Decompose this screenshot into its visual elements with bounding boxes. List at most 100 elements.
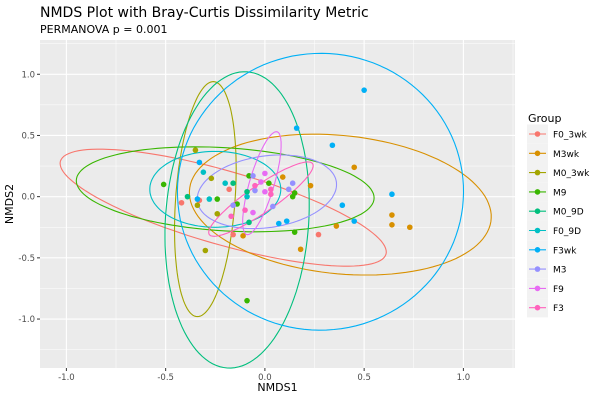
point-M3 xyxy=(270,203,276,210)
chart-title: NMDS Plot with Bray-Curtis Dissimilarity… xyxy=(40,5,369,21)
legend-label: M0_9D xyxy=(553,208,584,218)
chart-subtitle: PERMANOVA p = 0.001 xyxy=(40,23,167,36)
point-M0_3wk xyxy=(214,210,221,217)
point-F0_9D xyxy=(200,169,207,175)
point-M3 xyxy=(230,202,236,209)
point-M3wk xyxy=(307,182,314,189)
y-axis: 1.0 0.5 0.0 -0.5 -1.0 xyxy=(18,70,40,325)
point-M3wk xyxy=(389,222,395,228)
point-F3wk xyxy=(196,159,203,166)
point-F0_9D xyxy=(206,196,213,202)
point-M0_9D xyxy=(184,193,191,200)
point-F3wk xyxy=(339,202,346,209)
ellipse-F9 xyxy=(242,131,282,236)
points xyxy=(160,87,413,304)
point-M3wk xyxy=(279,174,286,180)
point-F3 xyxy=(228,213,234,220)
point-F9 xyxy=(262,188,268,195)
point-F3wk xyxy=(293,125,300,131)
point-F9 xyxy=(250,209,256,216)
point-F0_3wk xyxy=(315,231,322,238)
point-M9 xyxy=(246,173,252,179)
x-tick-label: -1.0 xyxy=(58,373,75,383)
point-F0_3wk xyxy=(178,199,185,206)
point-M3wk xyxy=(297,246,304,253)
point-M3 xyxy=(252,187,258,194)
point-F3wk xyxy=(194,196,201,202)
legend-key-point xyxy=(534,266,541,272)
y-tick-label: -1.0 xyxy=(18,315,35,325)
legend-label: F9 xyxy=(553,285,564,295)
legend-label: M9 xyxy=(553,188,567,198)
ellipse-M0_3wk xyxy=(173,81,237,318)
point-F0_3wk xyxy=(226,186,232,193)
point-F3 xyxy=(268,191,274,198)
y-tick-label: 0.5 xyxy=(21,131,35,141)
legend-key-point xyxy=(534,247,541,253)
point-F3wk xyxy=(361,87,367,93)
ellipse-F3wk xyxy=(176,52,465,331)
point-M0_9D xyxy=(230,180,236,186)
point-M0_3wk xyxy=(192,147,199,153)
point-M0_3wk xyxy=(202,247,209,254)
grid xyxy=(40,40,515,368)
point-M0_9D xyxy=(246,219,252,226)
legend-key-point xyxy=(534,227,541,234)
point-M3wk xyxy=(333,223,340,229)
point-M3wk xyxy=(406,224,413,231)
legend-key-point xyxy=(534,285,541,292)
point-M0_3wk xyxy=(194,202,201,209)
point-M3wk xyxy=(389,212,395,218)
legend-label: M0_3wk xyxy=(553,169,590,179)
y-axis-label: NMDS2 xyxy=(3,184,16,224)
point-M3wk xyxy=(351,164,358,171)
y-tick-label: -0.5 xyxy=(18,254,35,264)
legend-label: F0_3wk xyxy=(553,131,587,141)
point-M3 xyxy=(289,180,296,186)
point-F0_3wk xyxy=(230,231,236,238)
point-F3 xyxy=(242,207,248,213)
ellipse-M9 xyxy=(75,146,375,233)
point-F3wk xyxy=(275,220,282,227)
point-M9 xyxy=(160,181,167,188)
point-F3wk xyxy=(389,191,395,198)
point-F0_9D xyxy=(222,180,228,186)
legend-key-point xyxy=(534,208,541,214)
y-tick-label: 0.0 xyxy=(21,193,35,203)
point-F3 xyxy=(268,186,274,193)
point-F0_9D xyxy=(244,193,250,200)
legend-key-point xyxy=(534,189,541,195)
point-M3 xyxy=(285,186,292,193)
point-M9 xyxy=(291,229,298,235)
legend-title: Group xyxy=(528,112,562,125)
point-F9 xyxy=(262,170,268,177)
point-F3 xyxy=(252,182,258,189)
legend-label: F0_9D xyxy=(553,227,581,237)
legend-label: F3 xyxy=(553,304,564,314)
legend-key-point xyxy=(534,169,541,176)
point-M0_3wk xyxy=(208,175,215,182)
x-axis: -1.0 -0.5 0.0 0.5 1.0 xyxy=(58,368,470,383)
point-F3wk xyxy=(329,142,336,149)
point-F3wk xyxy=(283,218,290,224)
ellipse-F0_3wk xyxy=(59,148,387,267)
point-F3wk xyxy=(351,218,358,224)
ellipses xyxy=(59,52,492,369)
point-M9 xyxy=(266,180,272,186)
legend-label: F3wk xyxy=(553,246,577,256)
x-tick-label: 0.5 xyxy=(357,373,371,383)
point-M9 xyxy=(289,193,296,200)
point-M3wk xyxy=(240,233,246,239)
legend-label: M3 xyxy=(553,266,567,276)
legend-key-point xyxy=(534,304,541,311)
legend-key-point xyxy=(534,131,541,137)
point-M0_9D xyxy=(244,188,250,195)
x-tick-label: 1.0 xyxy=(457,373,471,383)
legend: Group F0_3wk M3wk M0_3wk M9 M0_9D F0_9D F3wk M3… xyxy=(527,112,590,318)
point-M9 xyxy=(214,196,221,202)
x-axis-label: NMDS1 xyxy=(257,381,297,394)
y-tick-label: 1.0 xyxy=(21,70,35,80)
ellipse-M0_9D xyxy=(164,71,310,369)
legend-key-point xyxy=(534,150,541,157)
